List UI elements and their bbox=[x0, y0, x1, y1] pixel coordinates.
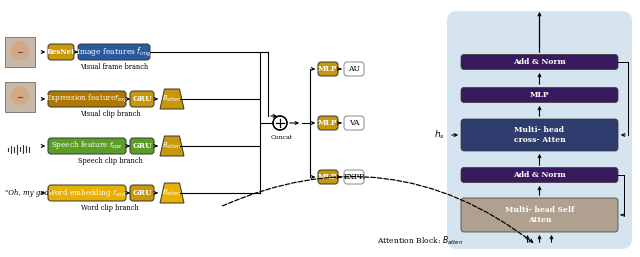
FancyBboxPatch shape bbox=[461, 168, 618, 182]
Text: Add & Norm: Add & Norm bbox=[513, 171, 566, 179]
Text: VA: VA bbox=[349, 119, 359, 127]
FancyBboxPatch shape bbox=[461, 119, 618, 151]
Text: GRU: GRU bbox=[132, 189, 152, 197]
FancyBboxPatch shape bbox=[461, 54, 618, 69]
FancyBboxPatch shape bbox=[78, 44, 150, 60]
FancyBboxPatch shape bbox=[130, 138, 154, 154]
FancyBboxPatch shape bbox=[48, 138, 126, 154]
FancyBboxPatch shape bbox=[461, 198, 618, 232]
Text: MLP: MLP bbox=[318, 65, 338, 73]
Circle shape bbox=[11, 87, 29, 105]
FancyBboxPatch shape bbox=[447, 11, 632, 249]
Text: GRU: GRU bbox=[132, 95, 152, 103]
FancyBboxPatch shape bbox=[461, 87, 618, 103]
Text: Add & Norm: Add & Norm bbox=[513, 58, 566, 66]
Polygon shape bbox=[160, 183, 184, 203]
Text: $B_{atten}$: $B_{atten}$ bbox=[163, 94, 182, 104]
Text: "Oh, my god": "Oh, my god" bbox=[5, 189, 52, 197]
Text: $B_{atten}$: $B_{atten}$ bbox=[163, 188, 182, 198]
FancyBboxPatch shape bbox=[318, 170, 338, 184]
Text: GRU: GRU bbox=[132, 142, 152, 150]
FancyBboxPatch shape bbox=[48, 91, 126, 107]
Circle shape bbox=[11, 41, 29, 60]
FancyBboxPatch shape bbox=[48, 44, 74, 60]
Text: Expression feature$f_{exp}$: Expression feature$f_{exp}$ bbox=[45, 93, 129, 105]
Text: Visual clip branch: Visual clip branch bbox=[80, 110, 140, 118]
FancyBboxPatch shape bbox=[5, 37, 35, 67]
Text: Multi- head
cross- Atten: Multi- head cross- Atten bbox=[514, 126, 565, 144]
Text: Word embedding $f_{wrd}$: Word embedding $f_{wrd}$ bbox=[47, 187, 127, 199]
FancyBboxPatch shape bbox=[318, 62, 338, 76]
FancyBboxPatch shape bbox=[130, 185, 154, 201]
FancyBboxPatch shape bbox=[130, 91, 154, 107]
Text: MLP: MLP bbox=[318, 119, 338, 127]
Text: Speech clip branch: Speech clip branch bbox=[77, 157, 143, 165]
Text: Multi- head Self
Atten: Multi- head Self Atten bbox=[505, 206, 574, 224]
FancyBboxPatch shape bbox=[48, 185, 126, 201]
FancyBboxPatch shape bbox=[344, 62, 364, 76]
Text: Speech feature $f_{spe}$: Speech feature $f_{spe}$ bbox=[51, 140, 123, 152]
Polygon shape bbox=[160, 136, 184, 156]
Polygon shape bbox=[160, 89, 184, 109]
Text: AU: AU bbox=[348, 65, 360, 73]
Text: Concat: Concat bbox=[271, 135, 293, 140]
FancyBboxPatch shape bbox=[5, 82, 35, 112]
Text: Image features $f_{img}$: Image features $f_{img}$ bbox=[76, 45, 152, 59]
Text: $h_s$: $h_s$ bbox=[434, 129, 445, 141]
Text: Visual frame branch: Visual frame branch bbox=[80, 63, 148, 71]
FancyBboxPatch shape bbox=[344, 170, 364, 184]
Text: MLP: MLP bbox=[318, 173, 338, 181]
Text: Attention Block: $B_{atten}$: Attention Block: $B_{atten}$ bbox=[377, 234, 463, 247]
Text: Word clip branch: Word clip branch bbox=[81, 204, 139, 212]
FancyBboxPatch shape bbox=[318, 116, 338, 130]
Text: MLP: MLP bbox=[530, 91, 549, 99]
Text: $B_{atten}$: $B_{atten}$ bbox=[163, 141, 182, 151]
Text: EXPR: EXPR bbox=[343, 173, 365, 181]
FancyBboxPatch shape bbox=[344, 116, 364, 130]
Text: ResNet: ResNet bbox=[47, 48, 76, 56]
